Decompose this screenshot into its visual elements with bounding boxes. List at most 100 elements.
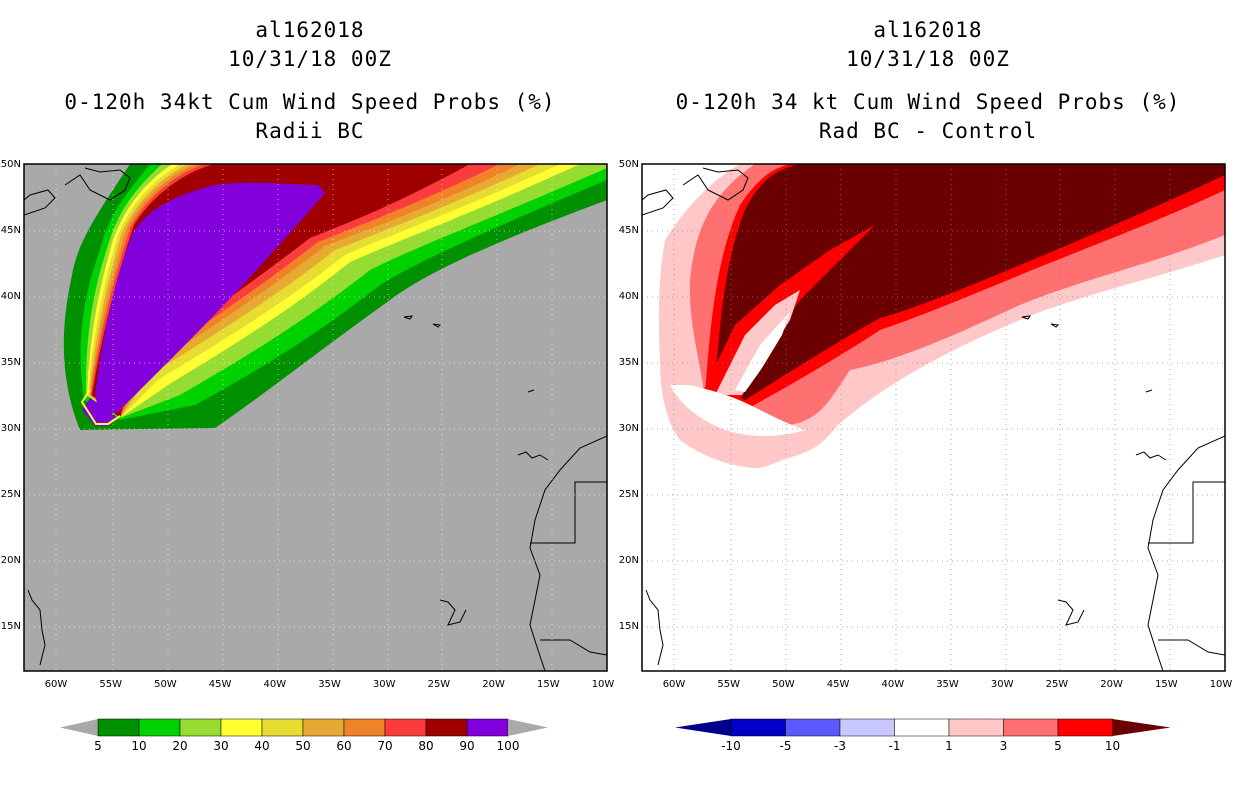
diff-contour-10 bbox=[715, 164, 1225, 400]
lon-label: 10W bbox=[1210, 679, 1233, 690]
coastline-mauritania-border bbox=[1148, 481, 1225, 544]
colorbar-label: -5 bbox=[780, 739, 792, 753]
left-datetime: 10/31/18 00Z bbox=[228, 47, 392, 71]
colorbar-label: 3 bbox=[1000, 739, 1008, 753]
lon-label: 40W bbox=[881, 679, 904, 690]
colorbar-swatch bbox=[261, 718, 304, 737]
colorbar-swatch bbox=[466, 718, 509, 737]
lon-label: 45W bbox=[827, 679, 850, 690]
lon-label: 50W bbox=[772, 679, 795, 690]
island-canaries bbox=[1135, 451, 1167, 461]
lon-label: 10W bbox=[592, 679, 615, 690]
colorbar-low-extend bbox=[60, 719, 98, 736]
lon-label: 25W bbox=[1046, 679, 1069, 690]
colorbar-swatch bbox=[302, 718, 345, 737]
colorbar-label: 30 bbox=[213, 739, 228, 753]
lat-label: 25N bbox=[1, 489, 21, 500]
coastline-nova-scotia bbox=[642, 189, 674, 216]
left-probability-contours bbox=[63, 164, 607, 430]
coastline-africa bbox=[529, 435, 607, 671]
colorbar-label: 70 bbox=[377, 739, 392, 753]
colorbar-swatch bbox=[97, 718, 140, 737]
left-coastlines bbox=[24, 167, 607, 671]
left-title-block: al162018 10/31/18 00Z 0-120h 34kt Cum Wi… bbox=[10, 16, 610, 146]
colorbar-label: 60 bbox=[336, 739, 351, 753]
coastline-africa bbox=[1147, 435, 1225, 671]
right-lat-labels: 50N 45N 40N 35N 30N 25N 20N 15N bbox=[619, 159, 639, 632]
lat-label: 50N bbox=[619, 159, 639, 170]
right-coastlines bbox=[642, 167, 1225, 671]
left-gridlines bbox=[24, 164, 607, 671]
lon-label: 35W bbox=[318, 679, 341, 690]
right-datetime: 10/31/18 00Z bbox=[846, 47, 1010, 71]
coastline-newfoundland bbox=[682, 167, 749, 201]
colorbar-high-extend bbox=[1112, 719, 1171, 736]
lat-label: 45N bbox=[619, 225, 639, 236]
coastline-senegal bbox=[540, 639, 607, 656]
colorbar-swatch bbox=[894, 718, 950, 737]
right-difference-contours bbox=[658, 164, 1225, 468]
lon-label: 55W bbox=[717, 679, 740, 690]
colorbar-low-extend bbox=[675, 719, 731, 736]
colorbar-swatch bbox=[179, 718, 222, 737]
left-lat-labels: 50N 45N 40N 35N 30N 25N 20N 15N bbox=[1, 159, 21, 632]
colorbar-label: 1 bbox=[945, 739, 953, 753]
right-lon-labels: 60W 55W 50W 45W 40W 35W 30W 25W 20W 15W 10W bbox=[663, 679, 1233, 690]
colorbar-label: 50 bbox=[295, 739, 310, 753]
lat-label: 20N bbox=[1, 555, 21, 566]
island-azores-2 bbox=[1050, 323, 1060, 328]
left-storm-id: al162018 bbox=[255, 18, 365, 42]
coastline-nova-scotia bbox=[24, 189, 56, 216]
right-storm-id: al162018 bbox=[873, 18, 983, 42]
left-colorbar: 5 10 20 30 40 50 60 70 80 90 100 bbox=[60, 718, 548, 753]
coastline-mauritania-border bbox=[530, 481, 607, 544]
island-madeira bbox=[1145, 389, 1153, 393]
lon-label: 15W bbox=[537, 679, 560, 690]
lon-label: 55W bbox=[99, 679, 122, 690]
coastline-senegal bbox=[1158, 639, 1225, 656]
colorbar-label: 10 bbox=[131, 739, 146, 753]
diff-lower-white bbox=[670, 385, 805, 436]
colorbar-label: -1 bbox=[889, 739, 901, 753]
contour-90 bbox=[95, 182, 325, 415]
contour-100 bbox=[82, 398, 118, 426]
lat-label: 30N bbox=[1, 423, 21, 434]
lon-label: 15W bbox=[1155, 679, 1178, 690]
diff-notch-pink bbox=[715, 290, 800, 395]
island-azores-2 bbox=[432, 323, 442, 328]
colorbar-label: 90 bbox=[459, 739, 474, 753]
left-map-panel: 50N 45N 40N 35N 30N 25N 20N 15N 60W 55W 50W 45W 40W… bbox=[1, 159, 615, 690]
coastline-newfoundland bbox=[64, 167, 131, 201]
colorbar-label: -3 bbox=[834, 739, 846, 753]
colorbar-swatch bbox=[343, 718, 386, 737]
right-gridlines bbox=[642, 164, 1225, 671]
lon-label: 20W bbox=[482, 679, 505, 690]
colorbar-swatch bbox=[730, 718, 786, 737]
colorbar-swatch bbox=[785, 718, 841, 737]
right-map-frame bbox=[641, 163, 1226, 672]
diff-notch-white bbox=[735, 312, 790, 392]
lat-label: 35N bbox=[619, 357, 639, 368]
lon-label: 40W bbox=[263, 679, 286, 690]
lat-label: 50N bbox=[1, 159, 21, 170]
colorbar-high-extend bbox=[508, 719, 548, 736]
colorbar-swatch bbox=[384, 718, 427, 737]
colorbar-label: 5 bbox=[94, 739, 102, 753]
lon-label: 50W bbox=[154, 679, 177, 690]
coastline-caribbean bbox=[27, 589, 46, 666]
right-title-block: al162018 10/31/18 00Z 0-120h 34 kt Cum W… bbox=[628, 16, 1228, 146]
colorbar-swatch bbox=[948, 718, 1004, 737]
lat-label: 35N bbox=[1, 357, 21, 368]
colorbar-swatch bbox=[1057, 718, 1113, 737]
left-subtitle: Radii BC bbox=[255, 119, 365, 143]
diff-lower-lobe bbox=[660, 370, 850, 461]
colorbar-label: 20 bbox=[172, 739, 187, 753]
colorbar-swatch bbox=[425, 718, 468, 737]
coastline-caribbean bbox=[645, 589, 664, 666]
lon-label: 25W bbox=[428, 679, 451, 690]
lon-label: 45W bbox=[209, 679, 232, 690]
island-cape-verde bbox=[439, 599, 467, 626]
colorbar-swatch bbox=[1003, 718, 1059, 737]
right-map-panel: 50N 45N 40N 35N 30N 25N 20N 15N 60W 55W 50W 45W 40W… bbox=[619, 159, 1233, 690]
